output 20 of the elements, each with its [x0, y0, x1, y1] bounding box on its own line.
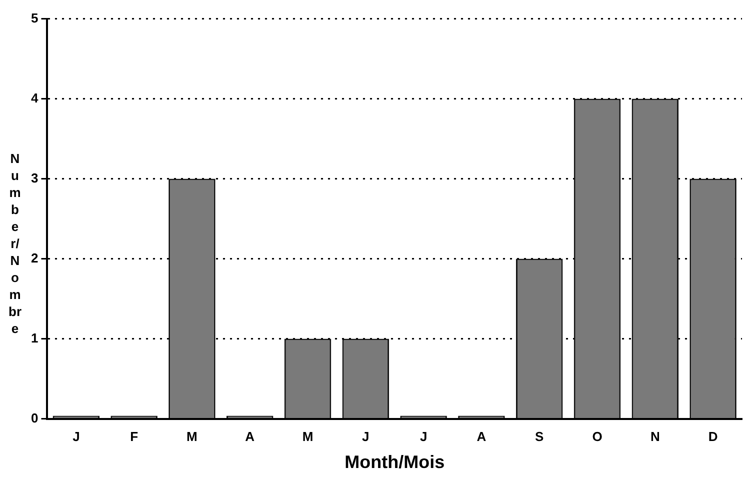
x-tick-label: M — [302, 429, 314, 444]
y-tick-label: 2 — [30, 250, 38, 266]
text: Number/Nombre — [8, 150, 22, 336]
y-tick-label: 0 — [30, 410, 38, 426]
x-tick-label: S — [535, 429, 544, 444]
y-tick-label: 5 — [30, 10, 38, 26]
x-axis-title: Month/Mois — [344, 452, 445, 472]
x-tick-label: J — [362, 429, 370, 444]
y-tick-label: 1 — [30, 330, 38, 346]
x-tick-label: J — [420, 429, 428, 444]
x-tick-label: D — [708, 429, 718, 444]
x-tick-label: F — [130, 429, 138, 444]
x-tick-label: A — [245, 429, 256, 444]
y-tick-label: 4 — [30, 90, 39, 106]
y-tick-label: 3 — [30, 170, 38, 186]
x-tick-label: O — [592, 429, 602, 444]
x-tick-label: M — [186, 429, 198, 444]
x-tick-label: A — [476, 429, 487, 444]
x-tick-label: J — [72, 429, 80, 444]
x-tick-label: N — [650, 429, 660, 444]
